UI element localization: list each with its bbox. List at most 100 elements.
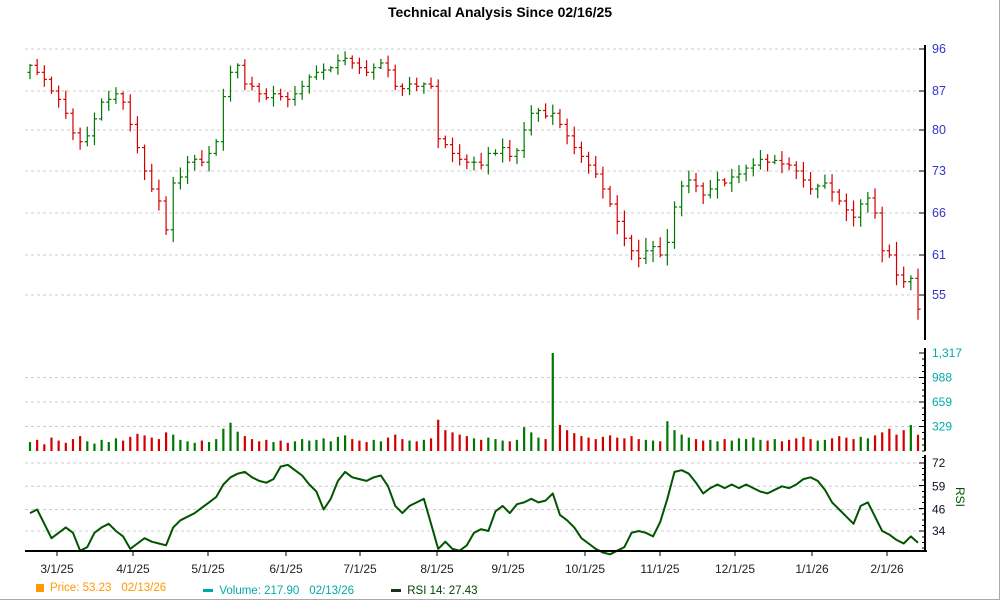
volume-bar xyxy=(243,436,246,451)
y-axis-tick-label: 59 xyxy=(932,479,946,493)
volume-bar xyxy=(465,436,468,451)
volume-bar xyxy=(28,442,32,451)
volume-bar xyxy=(379,441,383,451)
volume-bar xyxy=(508,441,511,451)
volume-bar xyxy=(50,437,53,451)
volume-bar xyxy=(429,438,433,451)
volume-bar xyxy=(709,439,712,451)
volume-bar xyxy=(129,436,132,451)
volume-bar xyxy=(222,428,225,451)
volume-bar xyxy=(386,437,390,451)
y-axis-tick-label: 34 xyxy=(932,524,946,538)
volume-bar xyxy=(816,440,819,451)
volume-bar xyxy=(136,433,139,451)
volume-bar xyxy=(916,434,920,451)
volume-bar xyxy=(573,433,576,451)
volume-bar xyxy=(365,442,368,451)
volume-bar xyxy=(637,439,640,451)
volume-bar xyxy=(752,437,755,451)
y-axis-tick-label: 659 xyxy=(932,395,952,409)
volume-bar xyxy=(723,439,726,451)
volume-bar xyxy=(881,432,884,451)
volume-bar xyxy=(121,440,125,451)
legend-volume-label: Volume: 217.90 xyxy=(219,584,300,597)
x-axis-tick-label: 8/1/25 xyxy=(420,562,454,576)
x-axis-tick-label: 1/1/26 xyxy=(795,562,829,576)
volume-bar xyxy=(186,441,189,451)
volume-bar xyxy=(608,435,612,451)
volume-bar xyxy=(86,441,89,451)
volume-bar xyxy=(179,439,182,451)
volume-bar xyxy=(458,434,461,451)
volume-bar xyxy=(523,427,526,451)
volume-bar xyxy=(444,430,447,451)
volume-bar xyxy=(823,439,827,451)
volume-bar xyxy=(802,436,805,451)
volume-bar xyxy=(737,438,741,451)
volume-bar xyxy=(79,436,82,451)
x-axis-tick-label: 10/1/25 xyxy=(565,562,605,576)
x-axis-tick-label: 6/1/25 xyxy=(269,562,303,576)
volume-bar xyxy=(279,440,282,451)
x-axis-tick-label: 4/1/25 xyxy=(116,562,150,576)
legend-item-volume: Volume: 217.90 02/13/26 xyxy=(203,585,354,597)
legend-price-date: 02/13/26 xyxy=(121,582,167,594)
rsi-line xyxy=(29,463,919,556)
volume-bar xyxy=(587,437,590,451)
volume-bar xyxy=(902,430,905,451)
chart-title: Technical Analysis Since 02/16/25 xyxy=(387,4,613,20)
volume-bar xyxy=(93,443,96,451)
volume-bar xyxy=(487,437,490,451)
volume-bar xyxy=(666,421,669,451)
volume-bar xyxy=(680,434,683,451)
y-axis-tick-label: 988 xyxy=(932,370,952,384)
price-panel xyxy=(27,51,921,320)
volume-bar xyxy=(565,430,569,451)
volume-bar xyxy=(207,442,211,451)
volume-bar xyxy=(451,432,454,451)
legend-price-label: Price: 53.23 xyxy=(50,582,112,594)
volume-bar xyxy=(644,439,647,451)
x-axis-tick-label: 12/1/25 xyxy=(715,562,755,576)
y-axis-tick-label: 329 xyxy=(932,420,952,434)
volume-bar xyxy=(200,440,203,451)
volume-bar xyxy=(480,439,483,451)
axes xyxy=(25,45,927,556)
volume-bar xyxy=(494,439,497,451)
volume-bar xyxy=(659,441,662,451)
volume-bar xyxy=(301,439,304,451)
y-axis-tick-label: 55 xyxy=(932,288,946,302)
legend-rsi-label: RSI 14: 27.43 xyxy=(407,584,478,597)
y-axis-tick-label: 66 xyxy=(932,206,946,220)
volume-bar xyxy=(530,432,533,451)
rsi-axis-title: RSI xyxy=(953,487,967,507)
volume-bar xyxy=(859,436,862,451)
volume-bar xyxy=(673,430,676,451)
y-axis-tick-label: 80 xyxy=(932,123,946,137)
volume-bar xyxy=(845,437,848,451)
x-axis-tick-label: 3/1/25 xyxy=(40,562,74,576)
volume-bar xyxy=(150,437,153,451)
volume-bar xyxy=(873,435,877,451)
volume-bar xyxy=(322,438,325,451)
volume-bar xyxy=(745,439,748,451)
volume-bar xyxy=(250,439,254,451)
volume-bar xyxy=(766,440,769,451)
volume-bar xyxy=(64,442,67,451)
price-swatch-icon xyxy=(36,584,44,592)
legend-item-price: Price: 53.23 02/13/26 xyxy=(36,582,166,594)
volume-bar xyxy=(351,439,354,451)
volume-bar xyxy=(343,435,347,451)
y-axis-tick-label: 61 xyxy=(932,248,946,262)
volume-bar xyxy=(694,439,698,451)
volume-bar xyxy=(909,424,912,451)
volume-bar xyxy=(544,439,547,451)
volume-bar xyxy=(830,438,834,451)
volume-bar xyxy=(394,434,397,451)
y-axis-tick-label: 87 xyxy=(932,84,946,98)
volume-bar xyxy=(415,441,418,451)
volume-bar xyxy=(315,439,318,451)
volume-bar xyxy=(537,437,540,451)
gridlines xyxy=(25,48,925,532)
